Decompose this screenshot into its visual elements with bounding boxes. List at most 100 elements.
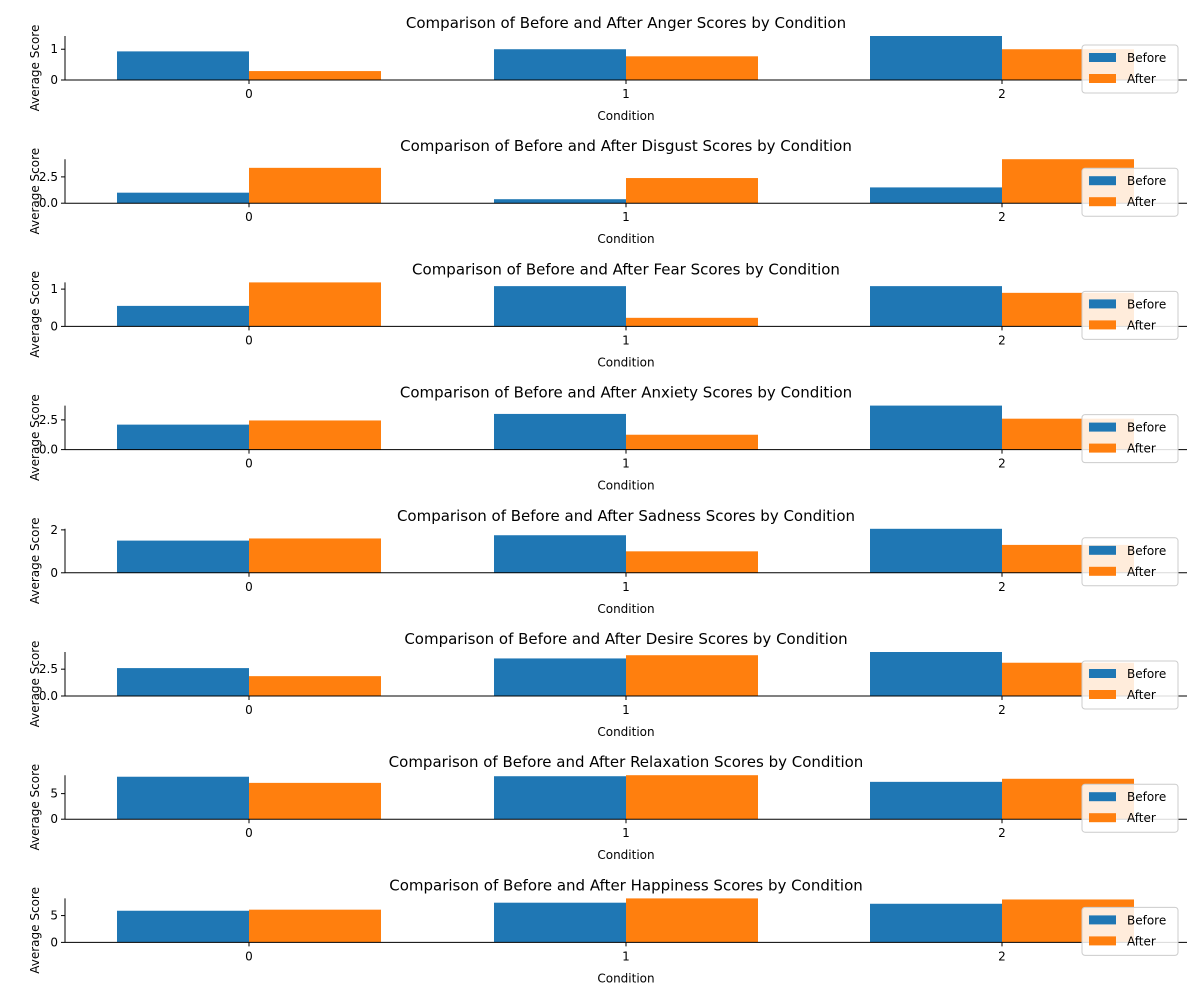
bar-after-1 xyxy=(626,655,758,696)
chart-title: Comparison of Before and After Desire Sc… xyxy=(404,630,847,648)
bar-before-2 xyxy=(870,903,1002,943)
bar-before-2 xyxy=(870,652,1002,696)
legend-swatch-after xyxy=(1089,197,1116,207)
y-axis-label: Average Score xyxy=(28,394,42,481)
x-tick-label: 0 xyxy=(245,949,253,963)
subplot-6: Comparison of Before and After Relaxatio… xyxy=(28,753,1187,862)
bar-after-0 xyxy=(249,782,381,820)
legend-swatch-after xyxy=(1089,443,1116,453)
legend-swatch-after xyxy=(1089,320,1116,330)
x-tick-label: 0 xyxy=(245,703,253,717)
x-tick-label: 1 xyxy=(622,703,630,717)
chart-title: Comparison of Before and After Disgust S… xyxy=(400,137,852,155)
y-tick-label: 1 xyxy=(50,42,58,56)
bar-before-2 xyxy=(870,187,1002,204)
x-tick-label: 0 xyxy=(245,210,253,224)
legend-label-after: After xyxy=(1127,934,1156,948)
bar-before-0 xyxy=(117,776,249,820)
bar-after-0 xyxy=(249,676,381,696)
bar-before-1 xyxy=(494,902,626,943)
x-tick-label: 2 xyxy=(998,949,1006,963)
bar-before-2 xyxy=(870,36,1002,80)
x-tick-label: 1 xyxy=(622,210,630,224)
x-tick-label: 2 xyxy=(998,87,1006,101)
bar-after-1 xyxy=(626,56,758,80)
bar-before-0 xyxy=(117,668,249,696)
y-axis-label: Average Score xyxy=(28,271,42,358)
chart-title: Comparison of Before and After Happiness… xyxy=(389,876,863,894)
y-tick-label: 0 xyxy=(50,566,58,580)
subplot-5: Comparison of Before and After Desire Sc… xyxy=(28,630,1187,739)
legend: Before After xyxy=(1081,537,1179,587)
legend-swatch-before xyxy=(1089,299,1116,309)
subplot-7: Comparison of Before and After Happiness… xyxy=(28,876,1187,985)
x-tick-label: 1 xyxy=(622,949,630,963)
legend-swatch-before xyxy=(1089,53,1116,62)
legend-label-before: Before xyxy=(1127,51,1166,65)
y-tick-label: 0 xyxy=(50,812,58,826)
x-tick-label: 1 xyxy=(622,826,630,840)
x-tick-label: 2 xyxy=(998,580,1006,594)
bar-before-2 xyxy=(870,405,1002,450)
legend-swatch-after xyxy=(1089,690,1116,699)
x-tick-label: 0 xyxy=(245,87,253,101)
legend-swatch-before xyxy=(1089,545,1116,555)
x-axis-label: Condition xyxy=(597,725,654,739)
y-axis-label: Average Score xyxy=(28,641,42,728)
bar-before-0 xyxy=(117,910,249,943)
legend-label-after: After xyxy=(1127,72,1156,86)
x-tick-label: 2 xyxy=(998,333,1006,347)
x-axis-label: Condition xyxy=(597,109,654,123)
legend: Before After xyxy=(1081,414,1179,464)
bar-before-0 xyxy=(117,51,249,80)
subplot-3: Comparison of Before and After Anxiety S… xyxy=(28,384,1187,493)
bar-before-0 xyxy=(117,305,249,327)
bar-after-1 xyxy=(626,434,758,450)
legend-swatch-after xyxy=(1089,74,1116,83)
bar-before-1 xyxy=(494,199,626,204)
chart-title: Comparison of Before and After Sadness S… xyxy=(397,507,855,525)
bar-before-2 xyxy=(870,286,1002,327)
x-axis-label: Condition xyxy=(597,602,654,616)
bar-after-1 xyxy=(626,178,758,204)
x-tick-label: 2 xyxy=(998,826,1006,840)
bar-after-0 xyxy=(249,420,381,450)
y-tick-label: 2 xyxy=(50,523,58,537)
legend-label-before: Before xyxy=(1127,667,1166,681)
legend-swatch-after xyxy=(1089,813,1116,823)
legend-swatch-before xyxy=(1089,669,1116,678)
legend-label-before: Before xyxy=(1127,421,1166,435)
x-tick-label: 2 xyxy=(998,210,1006,224)
x-tick-label: 1 xyxy=(622,333,630,347)
y-axis-label: Average Score xyxy=(28,148,42,235)
bar-before-0 xyxy=(117,192,249,204)
legend-label-before: Before xyxy=(1127,174,1166,188)
y-tick-label: 5 xyxy=(50,909,58,923)
x-tick-label: 1 xyxy=(622,457,630,471)
y-axis-label: Average Score xyxy=(28,517,42,604)
legend: Before After xyxy=(1081,44,1179,94)
chart-title: Comparison of Before and After Anxiety S… xyxy=(400,384,852,402)
legend-label-after: After xyxy=(1127,442,1156,456)
subplot-4: Comparison of Before and After Sadness S… xyxy=(28,507,1187,616)
legend-swatch-before xyxy=(1089,792,1116,802)
y-tick-label: 0.0 xyxy=(39,443,58,457)
x-axis-label: Condition xyxy=(597,971,654,985)
x-tick-label: 2 xyxy=(998,703,1006,717)
y-tick-label: 2.5 xyxy=(39,170,58,184)
subplot-2: Comparison of Before and After Fear Scor… xyxy=(28,260,1187,369)
bar-before-1 xyxy=(494,286,626,327)
legend-swatch-after xyxy=(1089,936,1116,946)
legend: Before After xyxy=(1081,167,1179,217)
chart-title: Comparison of Before and After Fear Scor… xyxy=(412,260,840,278)
y-tick-label: 1 xyxy=(50,282,58,296)
bar-before-1 xyxy=(494,535,626,573)
y-tick-label: 5 xyxy=(50,787,58,801)
bar-after-1 xyxy=(626,775,758,820)
y-tick-label: 0.0 xyxy=(39,689,58,703)
legend-swatch-before xyxy=(1089,422,1116,432)
x-axis-label: Condition xyxy=(597,232,654,246)
legend: Before After xyxy=(1081,906,1179,956)
legend-swatch-before xyxy=(1089,915,1116,925)
bar-after-0 xyxy=(249,71,381,80)
